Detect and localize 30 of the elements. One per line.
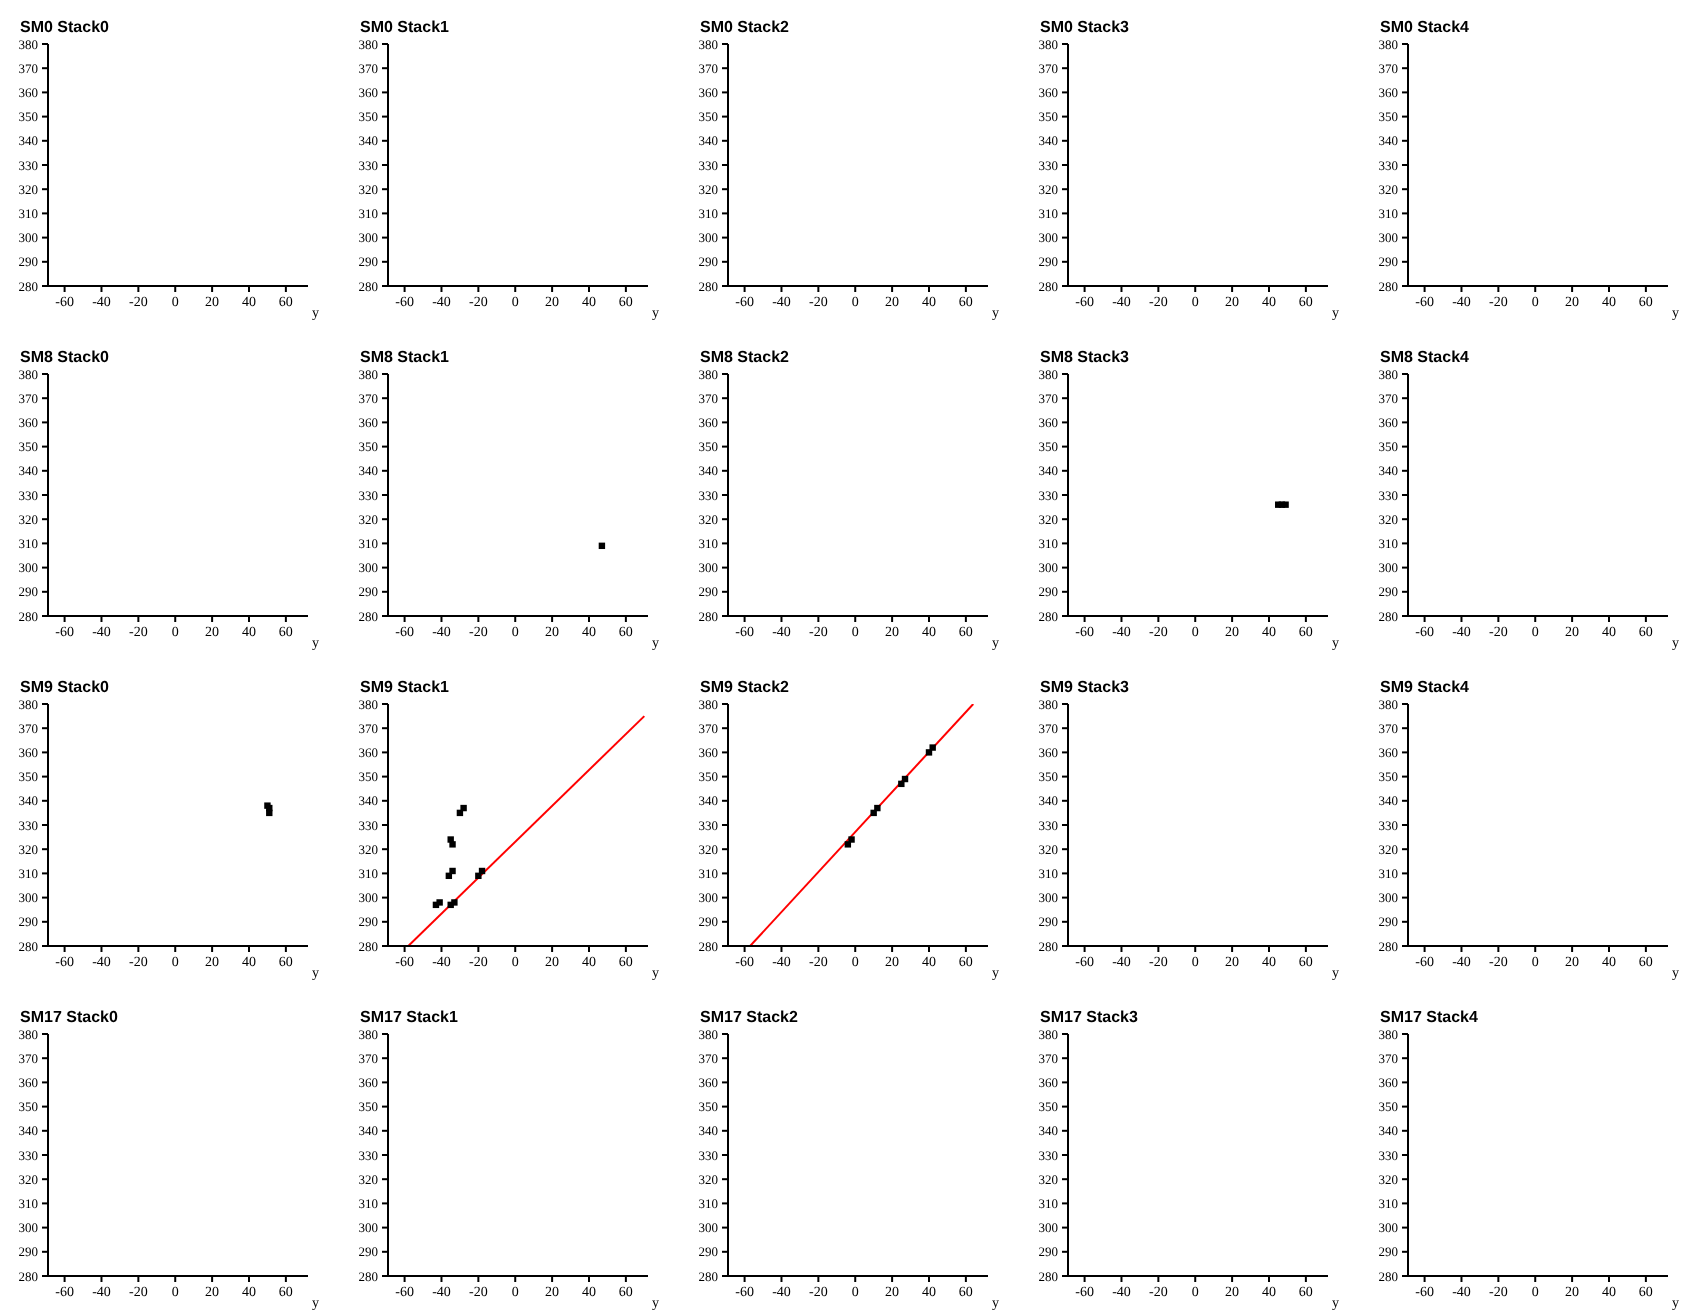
point [475,872,482,880]
chart-title: SM8 Stack0 [20,348,109,366]
point [447,836,454,843]
point [449,841,456,848]
chart-title: SM9 Stack2 [700,678,789,696]
chart-title: SM9 Stack1 [360,678,449,696]
chart-title: SM0 Stack4 [1380,18,1469,36]
chart-title: SM8 Stack3 [1040,348,1129,366]
point [929,744,936,751]
chart-title: SM9 Stack0 [20,678,109,696]
chart-title: SM17 Stack0 [20,1008,118,1026]
chart-title: SM0 Stack0 [20,18,109,36]
point [460,804,467,812]
chart-title: SM0 Stack3 [1040,18,1129,36]
point [449,867,456,875]
chart-title: SM17 Stack2 [700,1008,798,1026]
chart-title: SM9 Stack4 [1380,678,1469,696]
chart-title: SM8 Stack4 [1380,348,1469,366]
chart-title: SM17 Stack4 [1380,1008,1478,1026]
point [874,804,881,812]
chart-title: SM8 Stack2 [700,348,789,366]
point [898,780,905,788]
point [870,809,877,817]
chart-title: SM17 Stack3 [1040,1008,1138,1026]
chart-title: SM0 Stack2 [700,18,789,36]
chart-title: SM17 Stack1 [360,1008,458,1026]
chart-title: SM9 Stack3 [1040,678,1129,696]
chart-title: SM0 Stack1 [360,18,449,36]
chart-title: SM8 Stack1 [360,348,449,366]
point [848,836,855,843]
